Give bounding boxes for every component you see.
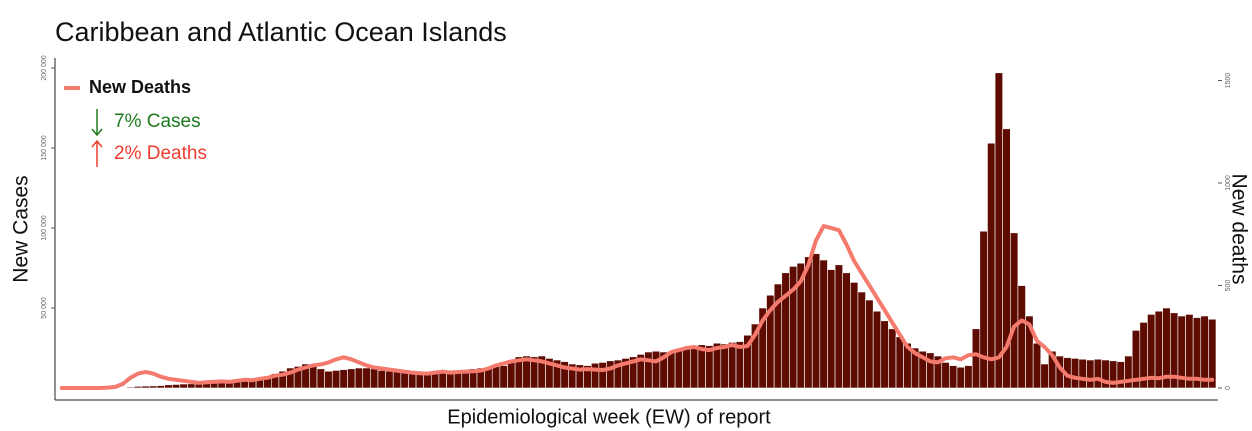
bar <box>895 336 904 389</box>
bar <box>370 368 379 389</box>
bar <box>126 386 135 389</box>
bar <box>1032 342 1042 389</box>
bar <box>331 370 341 389</box>
bar <box>385 370 394 389</box>
bar <box>872 310 882 389</box>
chart-title: Caribbean and Atlantic Ocean Islands <box>55 17 507 47</box>
y2-tick-label: 1000 <box>1225 175 1232 191</box>
bar <box>987 142 996 389</box>
bar <box>690 346 699 389</box>
bar <box>339 369 348 389</box>
bar <box>1017 285 1026 389</box>
bar <box>1093 358 1103 389</box>
bar <box>827 269 836 389</box>
bar <box>1200 315 1209 389</box>
bar <box>644 351 653 389</box>
bar <box>956 366 965 389</box>
bar <box>850 282 859 389</box>
bar <box>590 362 600 389</box>
bar <box>781 272 790 389</box>
bar <box>880 320 889 389</box>
bar <box>423 374 432 389</box>
bar <box>667 350 676 389</box>
bar <box>392 371 402 389</box>
bar <box>964 365 973 389</box>
y-axis-label: New Cases <box>10 175 33 282</box>
bar <box>362 367 371 389</box>
bar <box>834 264 843 389</box>
bar <box>720 343 729 389</box>
bar <box>347 368 356 389</box>
bar <box>994 72 1003 389</box>
y-tick-label: 200 000 <box>41 55 48 80</box>
bar <box>171 384 181 389</box>
bar <box>1078 358 1087 389</box>
bar <box>1040 363 1049 389</box>
y-tick-label: 150 000 <box>41 135 48 160</box>
bar <box>979 230 988 389</box>
plot-area <box>59 72 1217 390</box>
bar <box>804 256 813 389</box>
bar <box>949 365 958 389</box>
line <box>59 224 1215 390</box>
bar <box>728 342 737 389</box>
bar <box>651 350 661 389</box>
bar <box>179 383 188 389</box>
bar <box>1086 359 1095 389</box>
y2-tick-label: 500 <box>1225 280 1232 292</box>
bar <box>431 373 440 389</box>
bar <box>354 367 364 389</box>
bar <box>598 362 607 389</box>
bar <box>941 362 950 389</box>
legend-label: New Deaths <box>89 77 191 97</box>
y-tick-label: 100 000 <box>41 215 48 240</box>
bar <box>149 385 158 389</box>
y2-tick-label: 0 <box>1225 386 1232 390</box>
legend: New Deaths 7% Cases 2% Deaths <box>64 77 207 167</box>
y-tick-label: 50 000 <box>41 297 48 319</box>
bar <box>888 328 897 389</box>
bar <box>316 368 325 389</box>
bar <box>187 383 196 389</box>
bar <box>865 299 874 389</box>
annotation: 7% Cases <box>114 111 201 132</box>
bar <box>309 365 318 389</box>
annotation-arrow-head <box>91 139 103 148</box>
bar <box>491 366 501 389</box>
bar <box>324 370 333 389</box>
y2-tick-label: 1500 <box>1225 73 1232 89</box>
bar <box>1070 358 1080 389</box>
bar <box>377 370 386 389</box>
bar <box>606 360 615 389</box>
bar <box>819 259 828 389</box>
bar <box>499 365 508 389</box>
bar <box>1010 232 1019 389</box>
bar <box>507 362 516 389</box>
bar <box>141 385 150 389</box>
bar <box>674 349 684 389</box>
bar <box>1208 318 1217 389</box>
bar <box>156 385 165 389</box>
bar <box>842 272 851 389</box>
bar <box>857 291 866 389</box>
bar <box>682 346 691 389</box>
bar <box>133 386 143 389</box>
bar <box>408 373 417 389</box>
bar <box>400 372 409 389</box>
x-axis-label: Epidemiological week (EW) of report <box>447 406 771 428</box>
annotation-arrow-head <box>91 128 103 137</box>
y2-axis-label: New deaths <box>1227 174 1250 285</box>
bar <box>811 253 821 389</box>
bar <box>164 384 173 389</box>
bar <box>971 328 981 389</box>
annotation: 2% Deaths <box>114 143 207 164</box>
